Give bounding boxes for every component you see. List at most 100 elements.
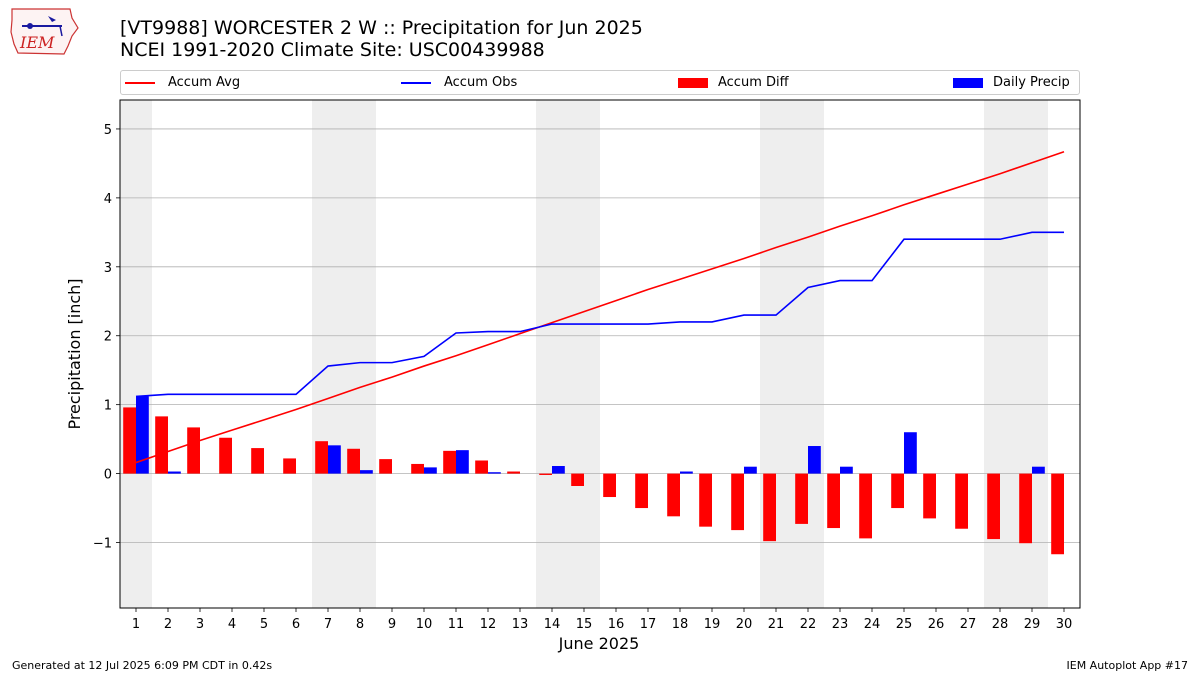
chart-title: [VT9988] WORCESTER 2 W :: Precipitation … xyxy=(120,17,643,61)
chart-title-line2: NCEI 1991-2020 Climate Site: USC00439988 xyxy=(120,39,545,61)
x-tick-label: 13 xyxy=(512,617,529,632)
accum-diff-bar xyxy=(987,473,1000,540)
y-tick-label: 5 xyxy=(104,123,112,138)
x-tick-label: 1 xyxy=(132,617,140,632)
accum-diff-bar xyxy=(891,473,904,509)
accum-diff-bar xyxy=(347,448,360,474)
accum-diff-bar xyxy=(155,416,168,474)
accum-diff-bar xyxy=(795,473,808,524)
x-tick-label: 21 xyxy=(768,617,785,632)
accum-avg-line xyxy=(135,150,1065,464)
accum-diff-bar xyxy=(667,473,680,517)
legend-item-accum-avg: Accum Avg xyxy=(125,71,240,94)
daily-precip-bar xyxy=(136,396,149,474)
plot-frame xyxy=(119,99,1081,609)
accum-diff-bar xyxy=(251,448,264,474)
accum-diff-bar xyxy=(1051,473,1064,555)
daily-precip-bar xyxy=(552,466,565,474)
x-tick-label: 27 xyxy=(960,617,977,632)
accum-diff-bar xyxy=(571,473,584,486)
legend-item-accum-diff: Accum Diff xyxy=(678,71,789,94)
chart-legend: Accum Avg Accum Obs Accum Diff Daily Pre… xyxy=(120,70,1080,95)
x-tick-label: 24 xyxy=(864,617,881,632)
accum-diff-bar xyxy=(763,473,776,542)
accum-diff-bar xyxy=(507,471,520,474)
legend-swatch-accum-avg xyxy=(125,81,155,84)
accum-diff-bar xyxy=(731,473,744,531)
x-tick-label: 29 xyxy=(1024,617,1041,632)
weekend-shade xyxy=(312,100,376,608)
x-tick-label: 17 xyxy=(640,617,657,632)
daily-precip-bar xyxy=(328,445,341,474)
x-axis-label: June 2025 xyxy=(558,634,640,653)
legend-label-accum-avg: Accum Avg xyxy=(168,75,241,90)
accum-diff-bar xyxy=(315,441,328,474)
x-tick-label: 30 xyxy=(1056,617,1073,632)
accum-diff-bar xyxy=(187,427,200,474)
x-tick-label: 5 xyxy=(260,617,268,632)
accum-diff-bar xyxy=(923,473,936,519)
weekend-shade xyxy=(120,100,152,608)
x-tick-label: 9 xyxy=(388,617,396,632)
footer-generated: Generated at 12 Jul 2025 6:09 PM CDT in … xyxy=(12,659,273,672)
daily-precip-bar xyxy=(488,472,501,474)
accum-diff-bar xyxy=(411,463,424,474)
daily-precip-bar xyxy=(904,432,917,474)
accum-diff-bar xyxy=(859,473,872,539)
x-tick-label: 26 xyxy=(928,617,945,632)
legend-item-accum-obs: Accum Obs xyxy=(401,71,517,94)
daily-precip-bar xyxy=(168,471,181,474)
accum-diff-bar xyxy=(955,473,968,529)
legend-item-daily-precip: Daily Precip xyxy=(953,71,1070,94)
accum-diff-bar xyxy=(219,437,232,474)
chart-title-line1: [VT9988] WORCESTER 2 W :: Precipitation … xyxy=(120,17,643,39)
y-tick-label: 4 xyxy=(104,192,112,207)
accum-obs-line xyxy=(135,231,1064,398)
daily-precip-bar xyxy=(680,471,693,474)
accum-diff-bar xyxy=(699,473,712,527)
legend-label-accum-diff: Accum Diff xyxy=(718,75,789,90)
accum-diff-bar xyxy=(603,473,616,498)
x-tick-label: 3 xyxy=(196,617,204,632)
weekend-shade xyxy=(536,100,600,608)
accum-diff-bar xyxy=(827,473,840,529)
x-tick-label: 19 xyxy=(704,617,721,632)
x-tick-label: 22 xyxy=(800,617,817,632)
accum-diff-bar xyxy=(443,450,456,474)
legend-label-daily-precip: Daily Precip xyxy=(993,75,1070,90)
y-tick-label: 0 xyxy=(104,468,112,483)
x-tick-label: 7 xyxy=(324,617,332,632)
x-tick-label: 16 xyxy=(608,617,625,632)
y-tick-label: 2 xyxy=(104,330,112,345)
iem-logo: IEM xyxy=(8,6,80,58)
footer-app: IEM Autoplot App #17 xyxy=(1066,659,1189,672)
legend-swatch-daily-precip xyxy=(953,77,983,88)
x-tick-label: 14 xyxy=(544,617,561,632)
y-tick-label: −1 xyxy=(93,537,112,552)
y-tick-label: 3 xyxy=(104,261,112,276)
daily-precip-bar xyxy=(744,466,757,474)
x-tick-label: 20 xyxy=(736,617,753,632)
accum-diff-bar xyxy=(475,460,488,474)
x-tick-label: 10 xyxy=(416,617,433,632)
y-tick-label: 1 xyxy=(104,399,112,414)
accum-diff-bar xyxy=(635,473,648,509)
daily-precip-bar xyxy=(456,450,469,474)
x-tick-label: 12 xyxy=(480,617,497,632)
logo-text: IEM xyxy=(19,33,55,52)
accum-diff-bar xyxy=(123,407,136,474)
daily-precip-bar xyxy=(808,446,821,474)
x-tick-label: 4 xyxy=(228,617,236,632)
daily-precip-bar xyxy=(1032,466,1045,474)
x-tick-label: 8 xyxy=(356,617,364,632)
legend-swatch-accum-obs xyxy=(401,81,431,84)
daily-precip-bar xyxy=(840,466,853,474)
daily-precip-bar xyxy=(360,470,373,474)
x-tick-label: 15 xyxy=(576,617,593,632)
y-axis-label: Precipitation [inch] xyxy=(65,278,84,429)
x-tick-label: 6 xyxy=(292,617,300,632)
legend-swatch-accum-diff xyxy=(678,77,708,88)
legend-label-accum-obs: Accum Obs xyxy=(444,75,518,90)
x-tick-label: 23 xyxy=(832,617,849,632)
